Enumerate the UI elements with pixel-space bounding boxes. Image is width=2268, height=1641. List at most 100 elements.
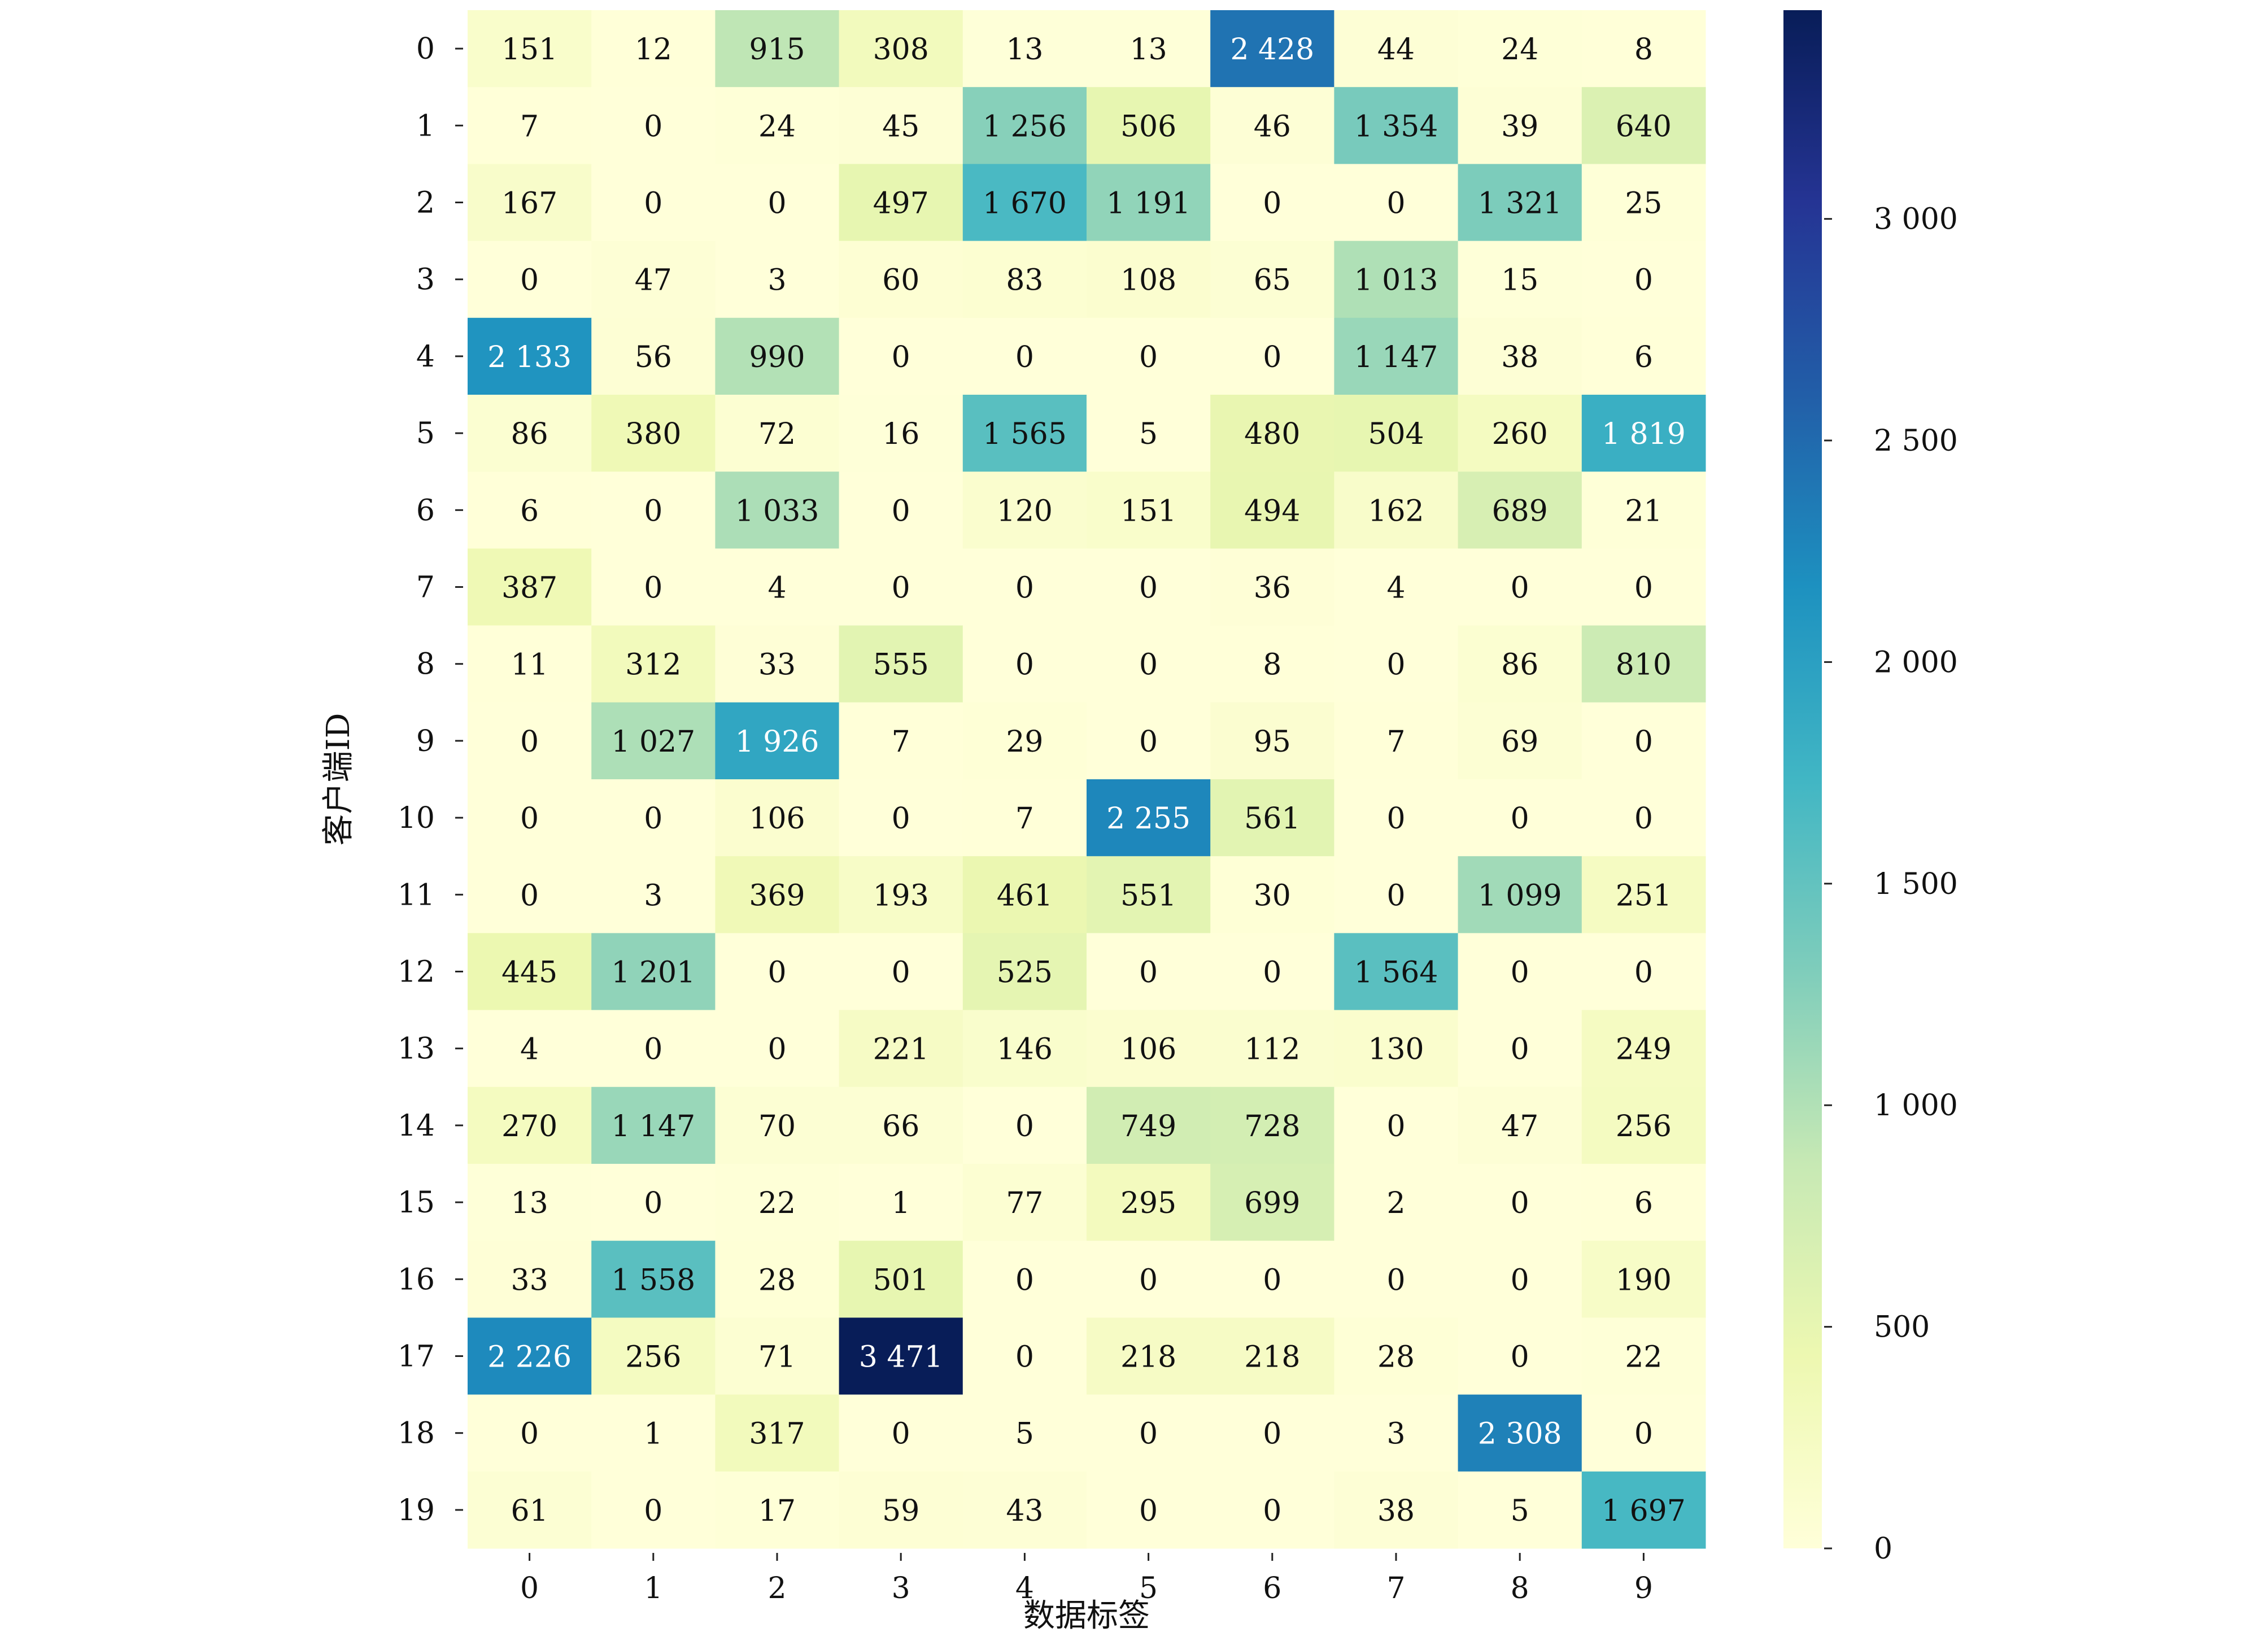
heatmap-cell-r11-c3 (839, 856, 963, 933)
cell-label-r12-c3: 0 (892, 956, 910, 990)
heatmap-cell-r6-c2 (715, 472, 840, 549)
heatmap-cell-r5-c9 (1581, 395, 1706, 472)
heatmap-cell-r6-c8 (1458, 472, 1582, 549)
heatmap-cell-r6-c0 (468, 472, 592, 549)
heatmap-cell-r15-c2 (715, 1164, 840, 1241)
colorbar: 0 500 1 000 1 500 2 000 2 500 3 000 (1783, 10, 1958, 1566)
cell-label-r1-c1: 0 (644, 110, 662, 143)
cell-label-r11-c3: 193 (873, 879, 929, 913)
cell-label-r3-c7: 1 013 (1354, 264, 1438, 298)
cell-label-r0-c3: 308 (873, 33, 929, 67)
cell-label-r11-c0: 0 (520, 879, 539, 913)
cell-label-r17-c0: 2 226 (487, 1341, 572, 1374)
heatmap-cell-r2-c6 (1210, 164, 1334, 242)
cell-label-r14-c6: 728 (1244, 1110, 1300, 1144)
heatmap-cell-r6-c6 (1210, 472, 1334, 549)
heatmap-cell-r18-c0 (468, 1394, 592, 1472)
x-tick-label-3: 3 (892, 1572, 910, 1605)
heatmap-cell-r8-c5 (1087, 625, 1211, 703)
y-tick-label-10: 10 (398, 801, 435, 835)
heatmap-cell-r10-c7 (1334, 779, 1459, 857)
heatmap-cell-r7-c6 (1210, 548, 1334, 626)
heatmap-cell-r12-c1 (591, 933, 716, 1011)
heatmap-cell-r7-c7 (1334, 548, 1459, 626)
cell-label-r8-c4: 0 (1015, 648, 1034, 682)
heatmap-cell-r12-c4 (962, 933, 1087, 1011)
cell-label-r19-c1: 0 (644, 1494, 662, 1528)
heatmap-cell-r18-c8 (1458, 1394, 1582, 1472)
heatmap-cell-r2-c7 (1334, 164, 1459, 242)
cell-label-r6-c3: 0 (892, 494, 910, 528)
cell-label-r15-c0: 13 (511, 1186, 548, 1220)
cell-label-r2-c0: 167 (501, 187, 557, 221)
heatmap-cell-r1-c0 (468, 87, 592, 164)
heatmap-cell-r19-c0 (468, 1471, 592, 1549)
heatmap-cell-r2-c2 (715, 164, 840, 242)
heatmap-cell-r4-c2 (715, 317, 840, 395)
heatmap-cell-r14-c0 (468, 1086, 592, 1164)
cell-label-r5-c2: 72 (758, 417, 796, 451)
cell-label-r12-c6: 0 (1263, 956, 1281, 990)
cell-label-r15-c1: 0 (644, 1186, 662, 1220)
cell-label-r18-c4: 5 (1015, 1417, 1034, 1451)
cell-label-r4-c5: 0 (1139, 341, 1158, 374)
heatmap-cell-r14-c8 (1458, 1086, 1582, 1164)
cell-label-r0-c0: 151 (501, 33, 557, 67)
cell-label-r16-c4: 0 (1015, 1263, 1034, 1297)
cell-label-r7-c4: 0 (1015, 571, 1034, 605)
cell-label-r16-c7: 0 (1386, 1263, 1405, 1297)
cell-label-r7-c9: 0 (1634, 571, 1653, 605)
colorbar-tick-label-2: 1 000 (1874, 1089, 1958, 1123)
cell-label-r2-c4: 1 670 (983, 187, 1067, 221)
cell-label-r11-c6: 30 (1254, 879, 1291, 913)
heatmap-cell-r7-c1 (591, 548, 716, 626)
cell-label-r9-c9: 0 (1634, 725, 1653, 759)
x-tick-label-8: 8 (1511, 1572, 1529, 1605)
heatmap-cell-r9-c9 (1581, 702, 1706, 780)
cell-label-r5-c8: 260 (1492, 417, 1548, 451)
cell-label-r1-c5: 506 (1120, 110, 1176, 143)
cell-label-r8-c1: 312 (625, 648, 681, 682)
cell-label-r0-c9: 8 (1634, 33, 1653, 67)
heatmap-cell-r6-c4 (962, 472, 1087, 549)
y-tick-label-14: 14 (398, 1109, 435, 1143)
cell-label-r13-c6: 112 (1244, 1033, 1300, 1067)
cell-label-r4-c6: 0 (1263, 341, 1281, 374)
heatmap-cell-r18-c5 (1087, 1394, 1211, 1472)
heatmap-cell-r14-c3 (839, 1086, 963, 1164)
cell-label-r3-c5: 108 (1120, 264, 1176, 298)
heatmap-cell-r16-c0 (468, 1241, 592, 1318)
cell-label-r16-c9: 190 (1616, 1263, 1672, 1297)
heatmap-cell-r10-c8 (1458, 779, 1582, 857)
cell-label-r4-c8: 38 (1501, 341, 1538, 374)
heatmap-cell-r1-c3 (839, 87, 963, 164)
cell-label-r16-c1: 1 558 (611, 1263, 695, 1297)
x-tick-label-5: 5 (1139, 1572, 1158, 1605)
heatmap-cell-r17-c7 (1334, 1317, 1459, 1395)
cell-label-r0-c8: 24 (1501, 33, 1538, 67)
cell-label-r17-c7: 28 (1377, 1341, 1415, 1374)
heatmap-cell-r11-c1 (591, 856, 716, 933)
heatmap-cell-r13-c0 (468, 1010, 592, 1088)
cell-label-r18-c3: 0 (892, 1417, 910, 1451)
cell-label-r18-c8: 2 308 (1478, 1417, 1562, 1451)
heatmap-cell-r1-c2 (715, 87, 840, 164)
cell-label-r6-c0: 6 (520, 494, 539, 528)
cell-label-r18-c2: 317 (749, 1417, 805, 1451)
cell-label-r0-c1: 12 (635, 33, 672, 67)
heatmap-cell-r4-c1 (591, 317, 716, 395)
heatmap-cell-r1-c1 (591, 87, 716, 164)
cell-label-r10-c6: 561 (1244, 802, 1300, 836)
heatmap-cell-r5-c2 (715, 395, 840, 472)
heatmap-cell-r7-c2 (715, 548, 840, 626)
cell-label-r19-c2: 17 (758, 1494, 796, 1528)
heatmap-cell-r14-c6 (1210, 1086, 1334, 1164)
heatmap-cell-r9-c8 (1458, 702, 1582, 780)
cell-label-r5-c9: 1 819 (1602, 417, 1686, 451)
heatmap-cell-r11-c4 (962, 856, 1087, 933)
cell-label-r0-c5: 13 (1130, 33, 1167, 67)
heatmap-cell-r8-c4 (962, 625, 1087, 703)
heatmap-cell-r0-c0 (468, 10, 592, 88)
heatmap-cell-r6-c3 (839, 472, 963, 549)
cell-label-r19-c6: 0 (1263, 1494, 1281, 1528)
